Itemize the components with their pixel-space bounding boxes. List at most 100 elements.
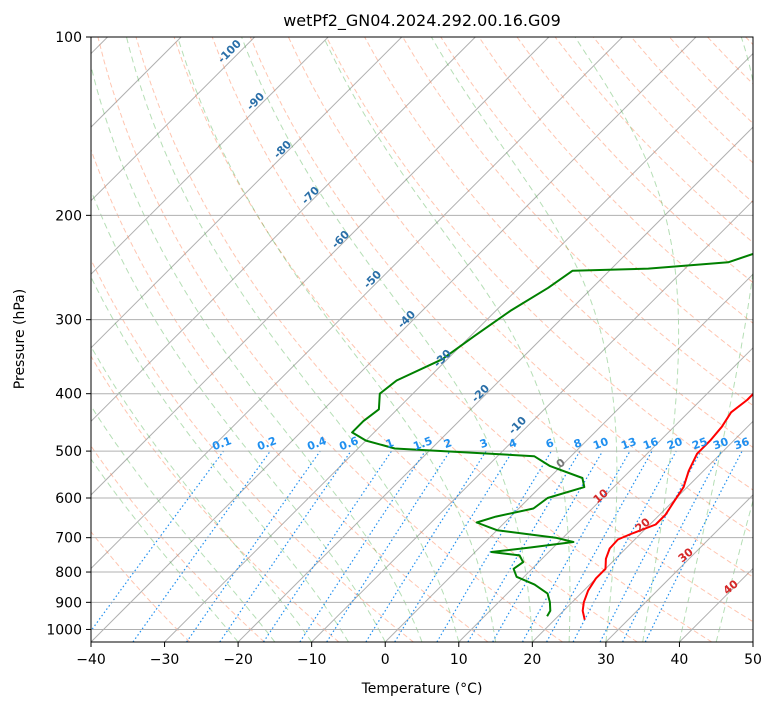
moist-adiabat-line bbox=[715, 498, 753, 642]
dry-adiabat-line bbox=[97, 37, 563, 642]
plot-background bbox=[91, 37, 753, 642]
mixing-ratio-label: 0.1 bbox=[210, 434, 233, 453]
x-tick-label: −20 bbox=[223, 652, 253, 668]
mixing-ratio-label: 2 bbox=[442, 436, 454, 451]
pressure-gridlines bbox=[91, 37, 753, 630]
mixing-ratio-line bbox=[132, 450, 271, 642]
moist-adiabat-lines bbox=[91, 37, 753, 642]
dry-adiabat-line bbox=[516, 37, 753, 284]
mixing-ratio-label: 10 bbox=[591, 435, 610, 453]
temperature-line bbox=[581, 392, 753, 620]
y-tick-label: 100 bbox=[55, 30, 82, 46]
y-tick-label: 700 bbox=[55, 531, 82, 547]
mixing-ratio-line bbox=[394, 450, 514, 642]
isotherm-line bbox=[91, 37, 256, 202]
isotherm-line bbox=[605, 494, 753, 642]
moist-adiabat-line bbox=[91, 458, 239, 642]
isotherm-line bbox=[752, 641, 753, 642]
moist-adiabat-line bbox=[91, 345, 313, 642]
x-axis: −40 −30 −20 −10 0 10 20 30 40 50 bbox=[76, 642, 762, 668]
isotherm-line bbox=[458, 347, 753, 642]
x-tick-label: 40 bbox=[671, 652, 689, 668]
mixing-ratio-label: 25 bbox=[690, 435, 709, 452]
mixing-ratio-line bbox=[326, 450, 451, 642]
mixing-ratio-label: 6 bbox=[544, 436, 556, 451]
moist-adiabat-line bbox=[126, 37, 460, 642]
mixing-ratio-label: 0.2 bbox=[255, 434, 278, 453]
isotherm-line bbox=[91, 37, 403, 349]
mixing-ratio-line bbox=[219, 450, 352, 642]
dry-adiabat-line bbox=[91, 355, 340, 642]
isotherm-line bbox=[91, 37, 329, 275]
isotherm-line bbox=[384, 273, 753, 642]
isotherm-line bbox=[91, 37, 476, 423]
mixing-ratio-label: 20 bbox=[665, 435, 684, 453]
isotherm-line bbox=[91, 37, 697, 642]
y-tick-label: 500 bbox=[55, 444, 82, 460]
mixing-ratio-label: 30 bbox=[711, 435, 730, 453]
mixing-ratio-line bbox=[521, 450, 631, 642]
dry-adiabat-line bbox=[91, 531, 191, 642]
moist-adiabat-line bbox=[241, 37, 533, 642]
dry-adiabat-line bbox=[91, 445, 265, 642]
dry-adiabat-line bbox=[91, 148, 489, 642]
mixing-ratio-line bbox=[262, 450, 392, 642]
mixing-ratio-label: 0.6 bbox=[337, 434, 360, 453]
plot-frame bbox=[90, 36, 754, 643]
mixing-ratio-line bbox=[299, 450, 426, 642]
mixing-ratio-label: 8 bbox=[572, 436, 584, 451]
moist-adiabat-line bbox=[430, 37, 618, 642]
moist-adiabat-line bbox=[91, 275, 349, 642]
mixing-ratio-line bbox=[644, 450, 743, 642]
y-tick-label: 300 bbox=[55, 313, 82, 329]
mixing-ratio-lines bbox=[91, 450, 743, 642]
mixing-ratio-label: 13 bbox=[619, 435, 638, 452]
y-tick-label: 200 bbox=[55, 208, 82, 224]
y-tick-label: 1000 bbox=[46, 622, 82, 638]
profiles bbox=[351, 252, 753, 620]
x-tick-label: −30 bbox=[150, 652, 180, 668]
moist-adiabat-line bbox=[574, 37, 680, 642]
x-tick-label: 20 bbox=[523, 652, 541, 668]
isotherm-line bbox=[91, 37, 623, 570]
mixing-ratio-label: 0.4 bbox=[305, 434, 328, 453]
y-axis: 100 200 300 400 500 600 700 800 900 1000 bbox=[46, 30, 91, 638]
isotherm-line bbox=[164, 52, 753, 642]
mixing-ratio-line bbox=[546, 450, 653, 642]
dry-adiabat-line bbox=[326, 37, 753, 491]
moist-adiabat-line bbox=[323, 37, 571, 642]
moist-adiabat-line bbox=[177, 37, 497, 642]
dry-adiabat-line bbox=[478, 37, 753, 324]
mixing-ratio-label: 4 bbox=[507, 436, 519, 451]
mixing-ratio-label: 16 bbox=[641, 435, 660, 453]
dry-adiabat-lines bbox=[91, 37, 753, 642]
mixing-ratio-label: 1 bbox=[384, 436, 396, 451]
x-tick-label: 10 bbox=[450, 652, 468, 668]
isotherm-line bbox=[531, 420, 753, 642]
mixing-ratio-line bbox=[91, 450, 224, 632]
x-tick-label: 0 bbox=[381, 652, 390, 668]
mixing-ratio-line bbox=[572, 450, 677, 642]
mixing-ratio-line bbox=[186, 450, 321, 642]
y-tick-label: 800 bbox=[55, 565, 82, 581]
y-tick-label: 900 bbox=[55, 595, 82, 611]
x-tick-label: −10 bbox=[297, 652, 327, 668]
isotherm-lines bbox=[91, 37, 753, 642]
dry-adiabat-line bbox=[91, 258, 414, 642]
moist-adiabat-line bbox=[91, 64, 423, 642]
x-axis-label: Temperature (°C) bbox=[361, 681, 483, 697]
y-tick-label: 600 bbox=[55, 491, 82, 507]
isotherm-line bbox=[91, 37, 550, 496]
isotherm-line bbox=[237, 126, 753, 642]
y-axis-label: Pressure (hPa) bbox=[12, 289, 28, 389]
moist-adiabat-line bbox=[678, 37, 753, 642]
dry-adiabat-line bbox=[211, 37, 753, 623]
mixing-ratio-label: 36 bbox=[732, 435, 751, 453]
dry-adiabat-line bbox=[135, 37, 638, 642]
moist-adiabat-line bbox=[91, 188, 386, 642]
dry-adiabat-line bbox=[402, 37, 753, 407]
dry-adiabat-line bbox=[249, 37, 753, 578]
moist-adiabat-line bbox=[91, 405, 276, 642]
x-tick-label: −40 bbox=[76, 652, 106, 668]
